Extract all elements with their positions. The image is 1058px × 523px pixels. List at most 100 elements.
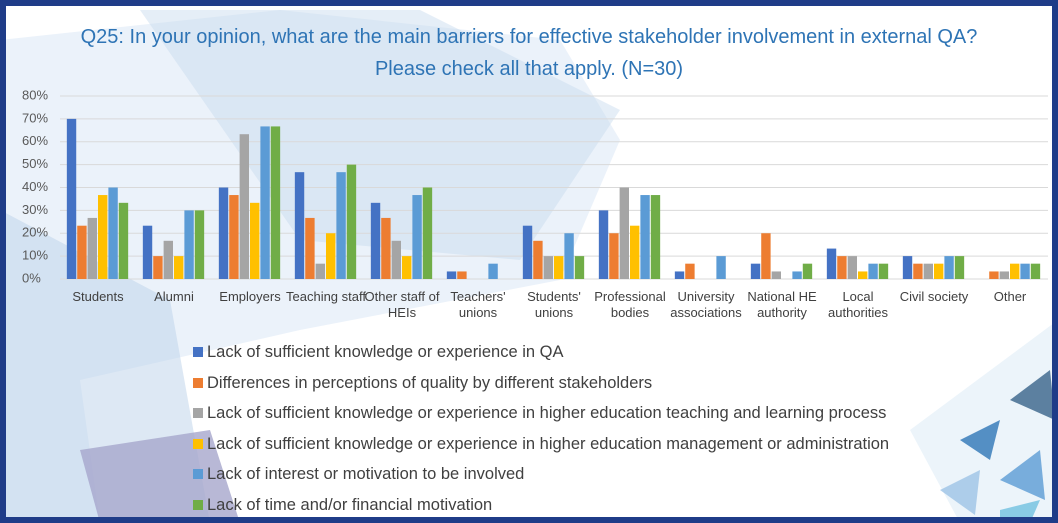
bar bbox=[108, 188, 117, 280]
x-tick-label: Employers bbox=[208, 289, 292, 305]
bar bbox=[609, 233, 618, 279]
bar bbox=[879, 264, 888, 279]
bar bbox=[229, 195, 238, 279]
legend-label: Lack of sufficient knowledge or experien… bbox=[207, 435, 889, 453]
legend-label: Lack of time and/or financial motivation bbox=[207, 496, 492, 514]
bar bbox=[77, 226, 86, 279]
bar bbox=[848, 256, 857, 279]
bar bbox=[250, 203, 259, 279]
legend-entry: Lack of sufficient knowledge or experien… bbox=[193, 343, 563, 362]
bar bbox=[1010, 264, 1019, 279]
x-tick-label: Other staff of HEIs bbox=[360, 289, 444, 321]
bar bbox=[164, 241, 173, 279]
bar bbox=[837, 256, 846, 279]
x-tick-label: National HE authority bbox=[740, 289, 824, 321]
bar bbox=[599, 210, 608, 279]
x-tick-label: Students' unions bbox=[512, 289, 596, 321]
bar bbox=[903, 256, 912, 279]
bar bbox=[88, 218, 97, 279]
bar bbox=[523, 226, 532, 279]
y-tick-label: 30% bbox=[22, 202, 48, 217]
bar bbox=[554, 256, 563, 279]
bar bbox=[955, 256, 964, 279]
bar bbox=[803, 264, 812, 279]
bar bbox=[347, 165, 356, 279]
bar bbox=[371, 203, 380, 279]
bar bbox=[381, 218, 390, 279]
x-tick-label: Other bbox=[968, 289, 1052, 305]
legend-entry: Lack of sufficient knowledge or experien… bbox=[193, 435, 889, 454]
bar bbox=[1031, 264, 1040, 279]
bar bbox=[402, 256, 411, 279]
bar bbox=[98, 195, 107, 279]
bar bbox=[651, 195, 660, 279]
bar bbox=[630, 226, 639, 279]
legend-entry: Lack of time and/or financial motivation bbox=[193, 496, 492, 515]
bar bbox=[989, 271, 998, 279]
legend-label: Lack of sufficient knowledge or experien… bbox=[207, 404, 886, 422]
bar bbox=[685, 264, 694, 279]
bar bbox=[544, 256, 553, 279]
y-tick-label: 0% bbox=[22, 270, 41, 285]
bar bbox=[868, 264, 877, 279]
bar bbox=[412, 195, 421, 279]
bar bbox=[295, 172, 304, 279]
bar bbox=[119, 203, 128, 279]
bar bbox=[675, 271, 684, 279]
bar bbox=[392, 241, 401, 279]
chart-page: 0%10%20%30%40%50%60%70%80% Q25: In your … bbox=[0, 0, 1058, 523]
legend-swatch bbox=[193, 408, 203, 418]
y-tick-label: 70% bbox=[22, 110, 48, 125]
y-tick-label: 10% bbox=[22, 248, 48, 263]
bar bbox=[195, 210, 204, 279]
bar bbox=[271, 126, 280, 279]
bar bbox=[219, 188, 228, 280]
x-tick-label: Professional bodies bbox=[588, 289, 672, 321]
legend-label: Differences in perceptions of quality by… bbox=[207, 374, 652, 392]
bar bbox=[67, 119, 76, 279]
legend-entry: Lack of interest or motivation to be inv… bbox=[193, 465, 524, 484]
bar bbox=[305, 218, 314, 279]
bar bbox=[1000, 271, 1009, 279]
x-tick-label: University associations bbox=[664, 289, 748, 321]
y-tick-label: 80% bbox=[22, 87, 48, 102]
x-tick-label: Teaching staff bbox=[284, 289, 368, 305]
bar bbox=[772, 271, 781, 279]
legend-label: Lack of sufficient knowledge or experien… bbox=[207, 343, 563, 361]
bar bbox=[184, 210, 193, 279]
bar bbox=[336, 172, 345, 279]
bar bbox=[761, 233, 770, 279]
bar bbox=[240, 134, 249, 279]
bar bbox=[640, 195, 649, 279]
bar bbox=[924, 264, 933, 279]
bar bbox=[488, 264, 497, 279]
legend-swatch bbox=[193, 347, 203, 357]
chart-title: Q25: In your opinion, what are the main … bbox=[0, 26, 1058, 49]
bar bbox=[447, 271, 456, 279]
legend-entry: Differences in perceptions of quality by… bbox=[193, 374, 652, 393]
bar bbox=[153, 256, 162, 279]
x-tick-label: Alumni bbox=[132, 289, 216, 305]
bar bbox=[620, 188, 629, 280]
legend-swatch bbox=[193, 378, 203, 388]
bar bbox=[174, 256, 183, 279]
bar bbox=[827, 249, 836, 279]
x-tick-label: Local authorities bbox=[816, 289, 900, 321]
bar bbox=[143, 226, 152, 279]
legend-swatch bbox=[193, 439, 203, 449]
y-tick-label: 60% bbox=[22, 133, 48, 148]
x-tick-label: Teachers' unions bbox=[436, 289, 520, 321]
bar bbox=[716, 256, 725, 279]
y-tick-label: 20% bbox=[22, 225, 48, 240]
bar bbox=[575, 256, 584, 279]
bar bbox=[316, 264, 325, 279]
legend-swatch bbox=[193, 500, 203, 510]
bar bbox=[564, 233, 573, 279]
bar bbox=[751, 264, 760, 279]
x-tick-label: Students bbox=[56, 289, 140, 305]
x-tick-label: Civil society bbox=[892, 289, 976, 305]
bar bbox=[1020, 264, 1029, 279]
bar bbox=[533, 241, 542, 279]
y-tick-label: 40% bbox=[22, 179, 48, 194]
legend-entry: Lack of sufficient knowledge or experien… bbox=[193, 404, 886, 423]
